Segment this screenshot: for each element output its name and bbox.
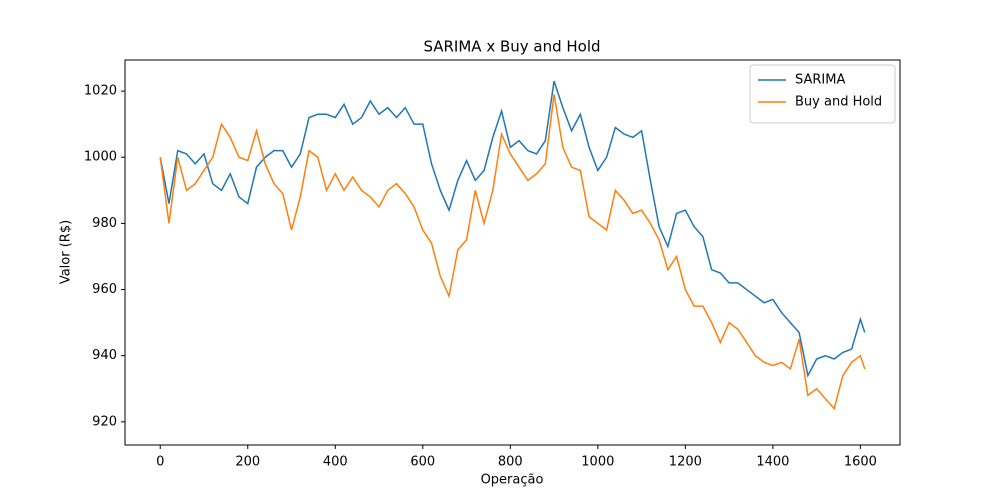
x-tick-label: 0	[156, 455, 164, 470]
series-line	[159, 80, 866, 378]
x-tick-label: 600	[410, 455, 435, 470]
chart-title: SARIMA x Buy and Hold	[423, 38, 600, 56]
legend-label: SARIMA	[795, 73, 845, 88]
x-tick-label: 1000	[581, 455, 614, 470]
x-tick-label: 1600	[844, 455, 877, 470]
x-tick-label: 1200	[669, 455, 702, 470]
y-tick-label: 940	[92, 348, 117, 363]
x-tick-label: 400	[323, 455, 348, 470]
series-line	[159, 94, 866, 411]
x-axis-label: Operação	[481, 473, 544, 488]
legend-box	[749, 64, 896, 124]
y-tick-label: 960	[92, 282, 117, 297]
y-tick-label: 980	[92, 216, 117, 231]
y-tick-label: 1000	[84, 150, 117, 165]
y-tick-label: 1020	[84, 84, 117, 99]
y-tick-label: 920	[92, 414, 117, 429]
x-tick-label: 1400	[756, 455, 789, 470]
x-tick-label: 800	[498, 455, 523, 470]
legend-label: Buy and Hold	[795, 95, 882, 110]
y-axis-label: Valor (R$)	[59, 220, 74, 284]
x-tick-label: 200	[235, 455, 260, 470]
plot-frame	[124, 59, 901, 446]
